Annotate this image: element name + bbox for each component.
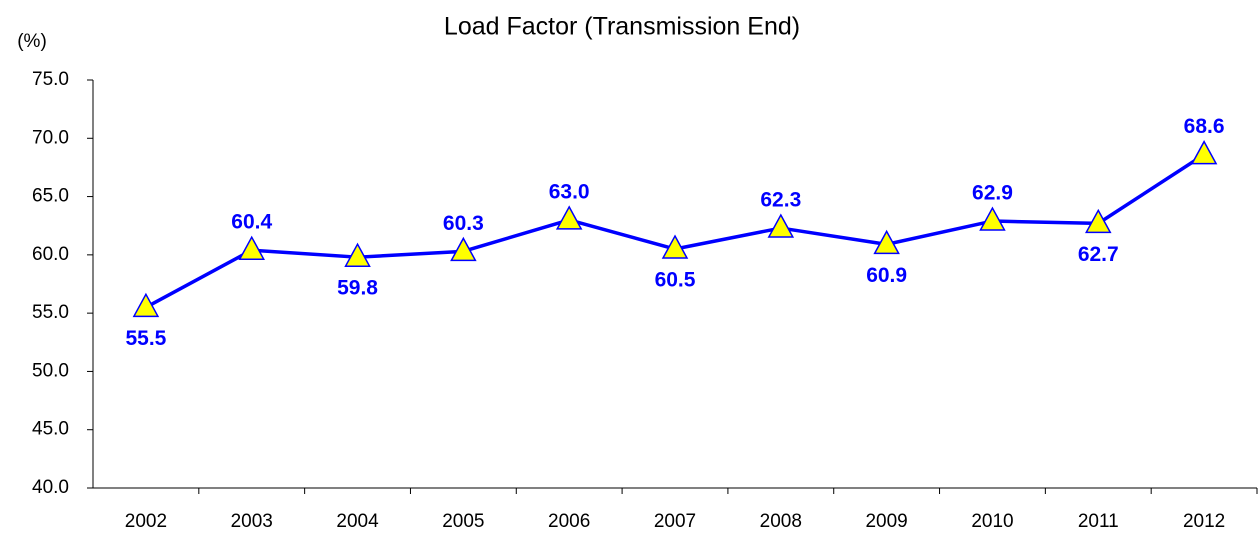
- y-tick-label: 55.0: [32, 302, 69, 323]
- marker: [344, 242, 371, 267]
- y-tick-label: 70.0: [32, 127, 69, 148]
- x-tick-label: 2004: [336, 511, 379, 532]
- data-label: 60.5: [655, 269, 696, 292]
- marker: [873, 229, 900, 255]
- data-label: 63.0: [549, 180, 590, 203]
- marker: [979, 206, 1006, 231]
- data-label: 68.6: [1184, 115, 1225, 138]
- x-tick-label: 2006: [548, 511, 590, 532]
- x-tick-label: 2008: [760, 511, 802, 532]
- y-axis-label: (%): [17, 31, 47, 52]
- marker: [555, 205, 583, 230]
- y-tick-label: 75.0: [32, 69, 69, 90]
- y-tick-label: 40.0: [32, 477, 69, 498]
- marker: [450, 236, 477, 262]
- y-tick-label: 65.0: [32, 186, 69, 207]
- x-tick-label: 2002: [125, 511, 167, 532]
- x-tick-label: 2010: [971, 511, 1013, 532]
- marker: [132, 292, 160, 318]
- data-label: 60.3: [443, 212, 484, 235]
- marker: [661, 234, 689, 259]
- x-tick-label: 2007: [654, 511, 696, 532]
- data-label: 59.8: [337, 277, 378, 300]
- marker: [767, 213, 795, 238]
- x-tick-label: 2009: [865, 511, 907, 532]
- data-label: 62.9: [972, 182, 1013, 205]
- data-label: 62.7: [1078, 243, 1119, 266]
- data-label: 60.4: [231, 211, 272, 234]
- data-label: 62.3: [760, 189, 801, 212]
- y-tick-label: 60.0: [32, 244, 69, 265]
- marker: [1190, 140, 1218, 165]
- x-tick-label: 2011: [1078, 511, 1119, 532]
- x-tick-label: 2003: [231, 511, 273, 532]
- marker: [1085, 208, 1112, 234]
- marker: [238, 235, 265, 260]
- x-tick-label: 2012: [1183, 511, 1225, 532]
- chart-title: Load Factor (Transmission End): [444, 13, 800, 41]
- data-label: 55.5: [125, 327, 166, 350]
- data-label: 60.9: [866, 264, 907, 287]
- y-tick-label: 45.0: [32, 419, 69, 440]
- x-tick-label: 2005: [442, 511, 484, 532]
- y-tick-label: 50.0: [32, 360, 69, 381]
